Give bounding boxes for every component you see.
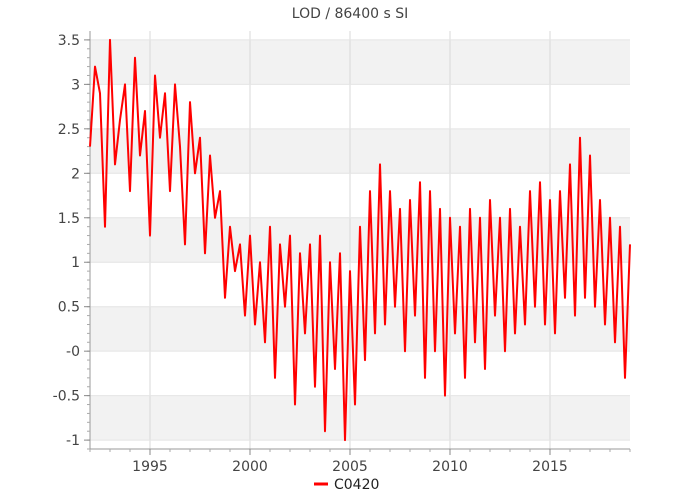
plot-band: [90, 39, 630, 85]
y-tick-label: 0.5: [58, 300, 80, 316]
x-tick-label: 2010: [432, 459, 468, 475]
x-tick-label: 2000: [232, 459, 268, 475]
x-tick-label: 2015: [532, 459, 568, 475]
x-tick-label: 1995: [132, 459, 168, 475]
series-line[interactable]: [89, 38, 631, 442]
y-tick-label: -0: [66, 344, 80, 360]
y-tick-label: 2: [71, 166, 80, 182]
y-tick-label: -0.5: [53, 389, 80, 405]
y-tick-label: 1.5: [58, 211, 80, 227]
plot-band: [90, 306, 630, 352]
axes: 3.5 3 2.5 2 1.5 1 0.5 -0 -0.5 -1 1995 2000 2005 2010 2…: [53, 31, 631, 475]
y-tick-label: 3: [71, 77, 80, 93]
y-tick-label: 1: [71, 255, 80, 271]
series-layer: [89, 38, 631, 442]
x-tick-label: 2005: [332, 459, 368, 475]
legend[interactable]: C0420: [314, 477, 379, 493]
y-tick-label: 2.5: [58, 122, 80, 138]
y-tick-label: 3.5: [58, 33, 80, 49]
chart-title: LOD / 86400 s SI: [292, 6, 408, 22]
y-tick-label: -1: [66, 433, 80, 449]
plot-bands: [90, 39, 630, 441]
legend-label: C0420: [334, 477, 379, 493]
plot-band: [90, 395, 630, 441]
